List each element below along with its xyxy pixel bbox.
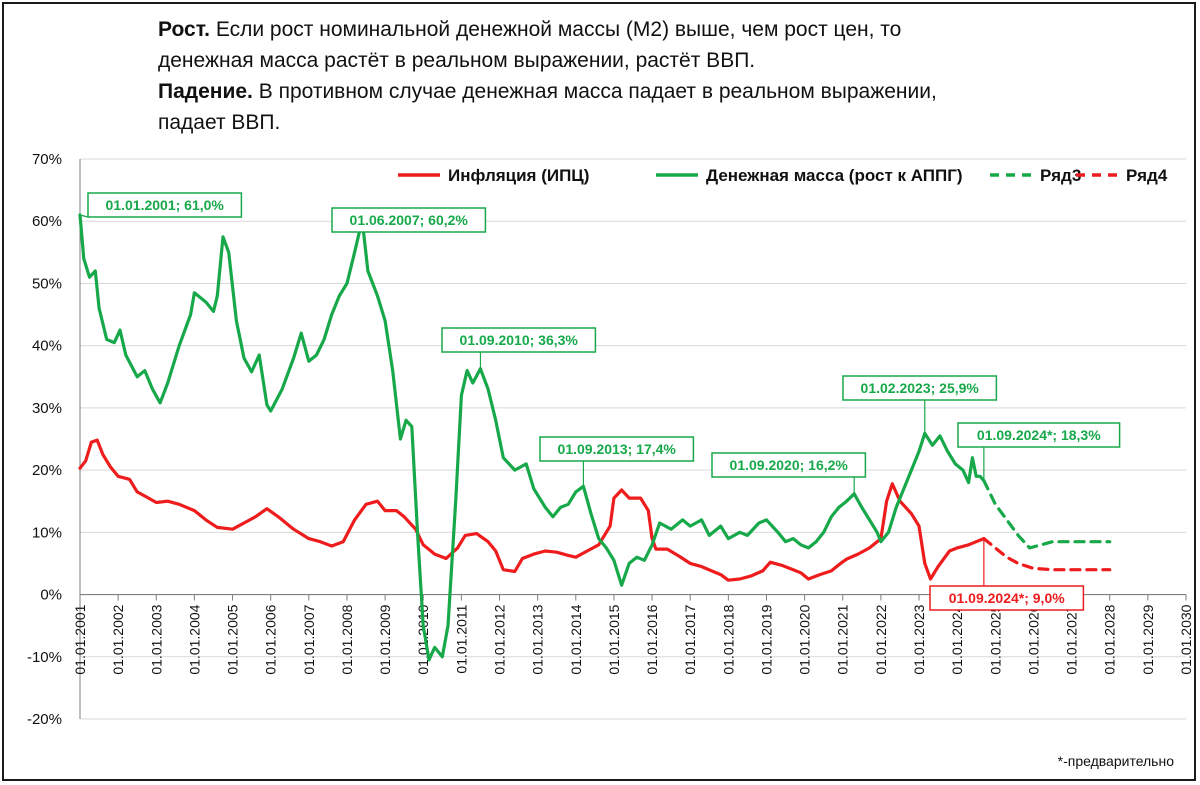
callout-box bbox=[539, 436, 695, 462]
series-line-1 bbox=[78, 438, 986, 582]
x-tick-label: 01.01.2017 bbox=[682, 604, 698, 674]
x-tick-label: 01.01.2026 bbox=[1025, 604, 1041, 674]
x-tick-label: 01.01.2005 bbox=[225, 604, 241, 674]
decline-label: Падение. bbox=[158, 80, 253, 103]
x-tick-label: 01.01.2003 bbox=[148, 604, 164, 674]
y-tick-label: -10% bbox=[27, 649, 62, 666]
callouts: 01.01.2001; 61,0% 01.06.2007; 60,2% 01.09.… bbox=[79, 192, 1121, 611]
callout-label: 01.09.2024*; 9,0% bbox=[949, 590, 1066, 606]
headline: Рост. Если рост номинальной денежной мас… bbox=[158, 14, 1078, 138]
x-tick-label: 01.01.2006 bbox=[263, 604, 279, 674]
x-tick-label: 01.01.2019 bbox=[758, 604, 774, 674]
y-tick-label: 30% bbox=[32, 400, 62, 417]
growth-text: Если рост номинальной денежной массы (М2… bbox=[210, 18, 902, 41]
growth-label: Рост. bbox=[158, 18, 210, 41]
callout-box bbox=[711, 452, 867, 478]
x-tick-label: 01.01.2023 bbox=[911, 604, 927, 674]
callout-label: 01.09.2020; 16,2% bbox=[730, 457, 849, 473]
decline-text: В противном случае денежная масса падает… bbox=[252, 80, 937, 103]
callout-box bbox=[87, 192, 243, 218]
y-tick-label: 0% bbox=[40, 587, 62, 604]
series-lines bbox=[78, 213, 1112, 662]
y-tick-label: 70% bbox=[32, 151, 62, 168]
y-tick-label: 50% bbox=[32, 275, 62, 292]
callout-box bbox=[331, 207, 487, 233]
x-tick-label: 01.01.2024 bbox=[949, 604, 965, 674]
x-tick-label: 01.01.2020 bbox=[797, 604, 813, 674]
callout-label: 01.01.2001; 61,0% bbox=[106, 197, 225, 213]
x-tick-label: 01.01.2012 bbox=[492, 604, 508, 674]
y-tick-label: -20% bbox=[27, 711, 62, 728]
x-tick-label: 01.01.2025 bbox=[987, 604, 1003, 674]
growth-text-cont: денежная масса растёт в реальном выражен… bbox=[158, 49, 756, 72]
x-tick-label: 01.01.2011 bbox=[453, 604, 469, 673]
x-tick-label: 01.01.2004 bbox=[186, 604, 202, 674]
callout-label: 01.02.2023; 25,9% bbox=[861, 380, 980, 396]
x-tick-label: 01.01.2007 bbox=[301, 604, 317, 674]
legend: Инфляция (ИПЦ) Денежная масса (рост к АПП… bbox=[398, 166, 1168, 185]
x-tick-label: 01.01.2002 bbox=[110, 604, 126, 674]
callout-leader bbox=[79, 214, 89, 218]
y-tick-label: 40% bbox=[32, 338, 62, 355]
x-tick-label: 01.01.2021 bbox=[835, 604, 851, 674]
callout-box bbox=[929, 585, 1085, 611]
x-tick-label: 01.01.2008 bbox=[339, 604, 355, 674]
footnote: *-предварительно bbox=[1057, 753, 1174, 769]
x-tick-label: 01.01.2030 bbox=[1178, 604, 1194, 674]
gridlines bbox=[79, 158, 1186, 720]
series-line-2 bbox=[78, 213, 986, 662]
callout-label: 01.09.2010; 36,3% bbox=[460, 332, 579, 348]
x-axis-ticks: 01.01.2001 01.01.2002 01.01.2003 01.01.2004… bbox=[72, 594, 1194, 675]
x-tick-label: 01.01.2028 bbox=[1102, 604, 1118, 674]
series-line-3 bbox=[982, 479, 1112, 550]
x-tick-label: 01.01.2018 bbox=[720, 604, 736, 674]
legend-label: Денежная масса (рост к АППГ) bbox=[706, 166, 963, 185]
x-tick-label: 01.01.2009 bbox=[377, 604, 393, 674]
x-tick-label: 01.01.2014 bbox=[568, 604, 584, 674]
x-tick-label: 01.01.2013 bbox=[530, 604, 546, 674]
callout-box bbox=[842, 375, 998, 401]
callout-label: 01.09.2013; 17,4% bbox=[558, 441, 677, 457]
callout-label: 01.06.2007; 60,2% bbox=[350, 212, 469, 228]
x-tick-label: 01.01.2027 bbox=[1064, 604, 1080, 674]
x-tick-label: 01.01.2029 bbox=[1140, 604, 1156, 674]
callout-box bbox=[957, 422, 1121, 448]
y-tick-label: 60% bbox=[32, 213, 62, 230]
headline-line-2: денежная масса растёт в реальном выражен… bbox=[158, 45, 1078, 76]
x-tick-label: 01.01.2001 bbox=[72, 604, 88, 674]
legend-label: Ряд4 bbox=[1126, 166, 1168, 185]
legend-label: Инфляция (ИПЦ) bbox=[448, 166, 589, 185]
y-tick-label: 10% bbox=[32, 524, 62, 541]
series-line-4 bbox=[982, 537, 1112, 572]
y-tick-label: 20% bbox=[32, 462, 62, 479]
headline-line-4: падает ВВП. bbox=[158, 107, 1078, 138]
callout-label: 01.09.2024*; 18,3% bbox=[977, 427, 1101, 443]
x-tick-label: 01.01.2022 bbox=[873, 604, 889, 674]
x-tick-label: 01.01.2016 bbox=[644, 604, 660, 674]
x-tick-label: 01.01.2015 bbox=[606, 604, 622, 674]
headline-line-3: Падение. В противном случае денежная мас… bbox=[158, 76, 1078, 107]
headline-line-1: Рост. Если рост номинальной денежной мас… bbox=[158, 14, 1078, 45]
legend-label: Ряд3 bbox=[1040, 166, 1081, 185]
y-axis-ticks: -20% -10% 0% 10% 20% 30% 40% 50% 60% 70% bbox=[27, 151, 62, 728]
decline-text-cont: падает ВВП. bbox=[158, 111, 281, 134]
callout-box bbox=[441, 327, 597, 353]
